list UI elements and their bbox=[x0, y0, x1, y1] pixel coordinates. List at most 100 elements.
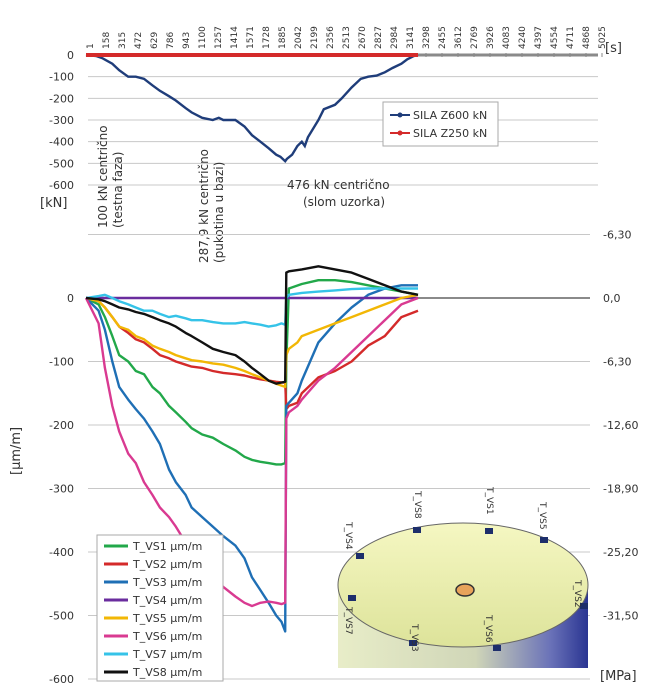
top-x-tick-label: 2199 bbox=[310, 26, 320, 49]
top-x-tick-label: 1414 bbox=[230, 26, 240, 49]
series-line-t-vs3-m-m bbox=[85, 284, 418, 633]
bottom-y-tick-label: -300 bbox=[49, 483, 74, 496]
bottom-y2-tick-label: -6,30 bbox=[603, 356, 631, 369]
top-x-tick-label: 4868 bbox=[582, 26, 592, 49]
top-chart-gridlines bbox=[88, 53, 598, 186]
legend-label-t-vs4-m-m: T_VS4 μm/m bbox=[132, 594, 202, 607]
top-y-tick-label: 0 bbox=[67, 49, 74, 62]
bottom-y2-unit: [MPa] bbox=[600, 669, 637, 684]
bottom-chart-legend: T_VS1 μm/m T_VS2 μm/m T_VS3 μm/m T_VS4 μm/m… bbox=[96, 534, 224, 682]
top-chart-x-tick-labels: 1 158 315 472 629 786 943 1100 1257 1414 1571 1728 1… bbox=[86, 26, 608, 57]
series-line-t-vs8-m-m bbox=[85, 265, 419, 385]
bottom-y-tick-label: 0 bbox=[67, 292, 74, 305]
sensor-mark-t-vs3 bbox=[409, 640, 417, 646]
annotation-100kn: 100 kN centrično (testna faza) bbox=[96, 125, 125, 228]
top-x-tick-label: 1 bbox=[86, 43, 96, 49]
top-x-tick-label: 1571 bbox=[246, 26, 256, 49]
series-line-sila-z600-kn bbox=[85, 53, 419, 163]
top-y-unit: [kN] bbox=[40, 196, 67, 211]
sensor-label-t-vs3: T_VS3 bbox=[409, 623, 419, 652]
cylinder-center-mark bbox=[455, 583, 475, 597]
bottom-y-tick-label: -100 bbox=[49, 356, 74, 369]
top-chart-y-tick-labels: 0 -100 -200 -300 -400 -500 -600 bbox=[49, 49, 74, 192]
top-y-tick-label: -400 bbox=[49, 136, 74, 149]
series-line-t-vs5-m-m bbox=[85, 293, 419, 389]
top-x-tick-label: 4554 bbox=[550, 26, 560, 49]
legend-label-t-vs2-m-m: T_VS2 μm/m bbox=[132, 558, 202, 571]
top-x-tick-label: 1728 bbox=[262, 26, 272, 49]
bottom-legend-frame bbox=[96, 534, 224, 682]
annotation-476kn: 476 kN centrično (slom uzorka) bbox=[287, 178, 390, 209]
top-legend-frame bbox=[382, 101, 499, 147]
top-x-tick-label: 629 bbox=[150, 32, 160, 49]
top-x-tick-label: 4083 bbox=[502, 26, 512, 49]
top-y-tick-label: -100 bbox=[49, 71, 74, 84]
svg-text:476 kN centrično: 476 kN centrično bbox=[287, 178, 390, 192]
legend-marker-sila-z600 bbox=[397, 112, 403, 118]
sensor-marks: T_VS8 T_VS1 T_VS5 T_VS4 T_VS7 T_VS2 T_VS3 T_VS6 bbox=[343, 486, 588, 652]
sensor-label-t-vs4: T_VS4 bbox=[343, 521, 353, 550]
strain-chart: 0-100-200-300-400-500-600 -6,300,0-6,30-… bbox=[9, 229, 638, 687]
top-x-tick-label: 158 bbox=[102, 32, 112, 49]
sensor-label-t-vs1: T_VS1 bbox=[484, 486, 494, 515]
series-line-t-vs6-m-m bbox=[84, 296, 419, 608]
top-x-tick-label: 2356 bbox=[326, 26, 336, 49]
bottom-y-tick-label: -400 bbox=[49, 546, 74, 559]
sensor-label-t-vs6: T_VS6 bbox=[483, 614, 493, 643]
bottom-y2-tick-label: -18,90 bbox=[603, 483, 638, 496]
svg-text:(slom uzorka): (slom uzorka) bbox=[303, 195, 385, 209]
svg-text:100 kN centrično: 100 kN centrično bbox=[96, 125, 110, 228]
sensor-mark-t-vs2 bbox=[580, 603, 588, 609]
bottom-y-tick-label: -500 bbox=[49, 610, 74, 623]
series-line-t-vs2-m-m bbox=[85, 296, 419, 411]
bottom-y2-tick-label: 0,0 bbox=[603, 292, 621, 305]
top-x-tick-label: 2670 bbox=[358, 26, 368, 49]
top-y-tick-label: -300 bbox=[49, 114, 74, 127]
bottom-y2-tick-label: -6,30 bbox=[603, 229, 631, 242]
top-x-tick-label: 2769 bbox=[470, 26, 480, 49]
top-x-tick-label: 472 bbox=[134, 32, 144, 49]
bottom-chart-y2-tick-labels: -6,30 0,0 -6,30 -12,60 -18,90 -25,20 -31,50 bbox=[603, 229, 638, 623]
top-x-tick-label: 1885 bbox=[278, 26, 288, 49]
sensor-label-t-vs2: T_VS2 bbox=[572, 579, 582, 608]
top-x-tick-label: 1100 bbox=[198, 26, 208, 49]
bottom-y-axis-label: [μm/m] bbox=[9, 427, 24, 475]
top-x-tick-label: 2455 bbox=[438, 26, 448, 49]
top-x-unit: [s] bbox=[605, 41, 622, 56]
sensor-mark-t-vs1 bbox=[485, 528, 493, 534]
bottom-y-tick-label: -600 bbox=[49, 673, 74, 686]
annotation-287kn: 287,9 kN centrično (pukotina u bazi) bbox=[197, 149, 226, 263]
top-x-tick-label: 3298 bbox=[422, 26, 432, 49]
bottom-y2-tick-label: -25,20 bbox=[603, 546, 638, 559]
top-x-tick-label: 4240 bbox=[518, 26, 528, 49]
bottom-y2-tick-label: -31,50 bbox=[603, 610, 638, 623]
top-chart-legend: SILA Z600 kN SILA Z250 kN bbox=[382, 101, 499, 147]
legend-label-t-vs7-m-m: T_VS7 μm/m bbox=[132, 648, 202, 661]
top-x-tick-label: 3926 bbox=[486, 26, 496, 49]
svg-text:(pukotina u bazi): (pukotina u bazi) bbox=[212, 162, 226, 263]
top-x-tick-label: 2984 bbox=[390, 26, 400, 49]
legend-label-t-vs6-m-m: T_VS6 μm/m bbox=[132, 630, 202, 643]
series-line-t-vs1-m-m bbox=[85, 279, 419, 466]
sensor-mark-t-vs5 bbox=[540, 537, 548, 543]
legend-marker-sila-z250 bbox=[397, 130, 403, 136]
legend-label-sila-z600: SILA Z600 kN bbox=[413, 109, 487, 122]
top-x-tick-label: 4711 bbox=[566, 26, 576, 49]
sensor-label-t-vs8: T_VS8 bbox=[412, 490, 422, 519]
top-x-tick-label: 3141 bbox=[406, 26, 416, 49]
svg-text:287,9 kN centrično: 287,9 kN centrično bbox=[197, 149, 211, 263]
legend-label-t-vs5-m-m: T_VS5 μm/m bbox=[132, 612, 202, 625]
legend-label-t-vs3-m-m: T_VS3 μm/m bbox=[132, 576, 202, 589]
bottom-chart-y-tick-labels: 0 -100 -200 -300 -400 -500 -600 bbox=[49, 292, 74, 686]
legend-label-t-vs8-m-m: T_VS8 μm/m bbox=[132, 666, 202, 679]
top-x-tick-label: 315 bbox=[118, 32, 128, 49]
top-x-tick-label: 2827 bbox=[374, 26, 384, 49]
top-x-tick-label: 786 bbox=[166, 32, 176, 49]
sensor-label-t-vs5: T_VS5 bbox=[537, 501, 547, 530]
top-chart-series bbox=[85, 53, 419, 163]
top-x-tick-label: 2513 bbox=[342, 26, 352, 49]
bottom-y2-tick-label: -12,60 bbox=[603, 419, 638, 432]
top-x-tick-label: 943 bbox=[182, 32, 192, 49]
sensor-label-t-vs7: T_VS7 bbox=[343, 606, 353, 635]
